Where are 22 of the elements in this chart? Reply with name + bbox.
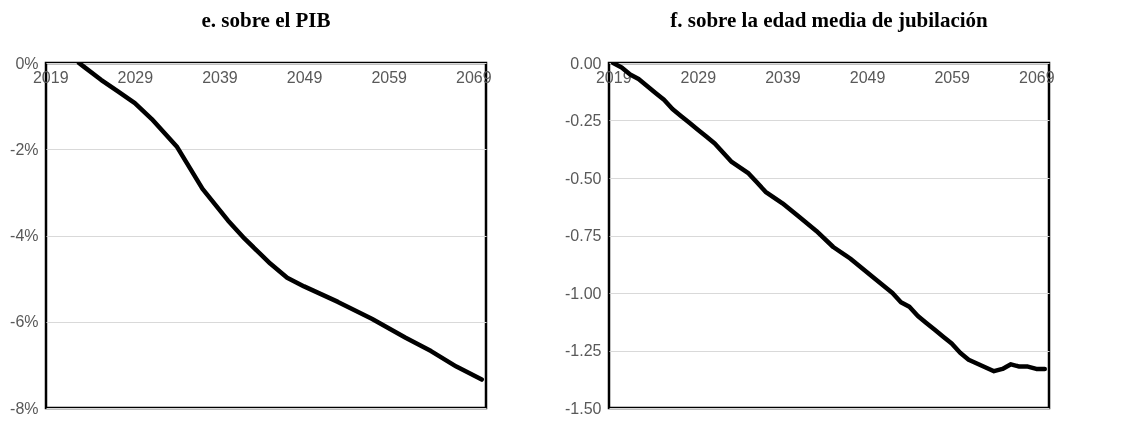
y-tick-label: -0.25 xyxy=(565,112,602,129)
x-tick-label: 2029 xyxy=(117,68,154,86)
y-tick-label: -2% xyxy=(10,140,39,158)
y-tick-label: -8% xyxy=(10,399,39,417)
y-tick-label: 0% xyxy=(15,54,39,72)
y-tick-label: -4% xyxy=(10,227,39,244)
chart-title: e. sobre el PIB xyxy=(201,8,331,32)
y-tick-label: -1.25 xyxy=(565,342,602,359)
x-tick-label: 2039 xyxy=(765,68,801,86)
x-tick-label: 2059 xyxy=(371,68,408,86)
x-tick-label: 2029 xyxy=(680,68,717,86)
x-tick-label: 2039 xyxy=(202,68,238,86)
chart-title: f. sobre la edad media de jubilación xyxy=(670,8,989,32)
y-tick-label: -6% xyxy=(10,313,39,331)
y-tick-label: -0.50 xyxy=(565,169,602,187)
y-tick-label: 0.00 xyxy=(570,54,602,72)
x-tick-label: 2059 xyxy=(934,68,971,86)
x-tick-label: 2049 xyxy=(849,68,886,86)
y-tick-label: -0.75 xyxy=(565,227,602,244)
y-tick-label: -1.50 xyxy=(565,399,602,417)
x-tick-label: 2049 xyxy=(286,68,323,86)
y-tick-label: -1.00 xyxy=(565,284,602,302)
